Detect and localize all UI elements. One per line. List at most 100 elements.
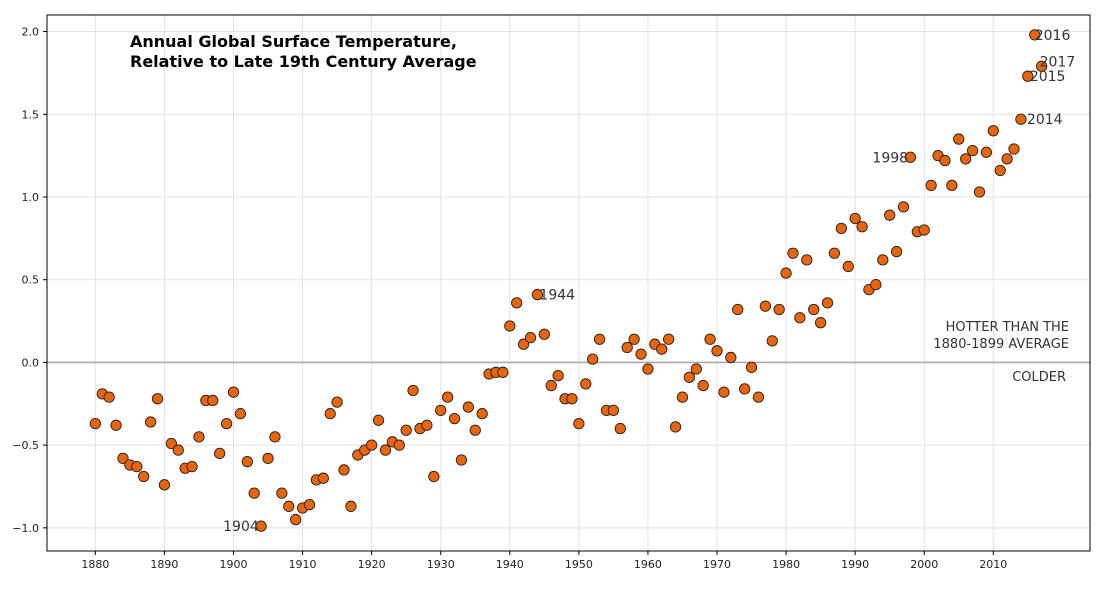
data-point	[441, 391, 454, 403]
data-point	[255, 520, 267, 532]
data-point	[338, 464, 350, 476]
data-point	[835, 222, 847, 235]
plot-frame	[46, 14, 1091, 552]
data-point	[690, 363, 702, 375]
data-point	[794, 312, 806, 324]
data-point	[877, 254, 889, 266]
data-point	[856, 221, 868, 233]
data-point	[138, 470, 150, 483]
data-point	[365, 439, 378, 451]
annotation-label: 1904	[223, 519, 259, 535]
data-point	[607, 404, 620, 417]
data-point	[683, 371, 696, 383]
y-tick-label: −0.5	[12, 439, 39, 452]
data-point	[870, 279, 882, 291]
hotter-note-line-2: 1880-1899 AVERAGE	[933, 337, 1069, 352]
data-point	[801, 254, 813, 266]
x-tick-label: 1920	[358, 558, 386, 571]
data-point	[808, 303, 820, 316]
data-point	[421, 419, 433, 431]
data-point	[220, 417, 233, 430]
data-points	[89, 29, 1048, 532]
annotation-label: 2016	[1035, 28, 1071, 44]
data-point	[953, 133, 965, 145]
data-point	[973, 186, 986, 198]
data-point	[849, 212, 861, 225]
data-point	[642, 363, 654, 375]
annotation-label: 1998	[872, 150, 908, 166]
data-point	[214, 447, 226, 460]
data-point	[1035, 60, 1048, 72]
data-point	[283, 500, 295, 512]
data-point	[151, 393, 164, 405]
data-point	[884, 209, 896, 221]
data-point	[663, 333, 675, 345]
data-point	[614, 422, 626, 435]
x-tick-label: 1940	[496, 558, 524, 571]
y-tick-label: 2.0	[22, 26, 40, 39]
year-annotations: 1904 1944 1998 2014 2015 2016 2017	[223, 28, 1075, 535]
y-tick-label: 0.5	[22, 274, 40, 287]
x-tick-label: 1910	[289, 558, 317, 571]
data-point	[552, 369, 564, 382]
data-point	[821, 297, 834, 309]
x-tick-label: 1960	[634, 558, 662, 571]
data-point	[131, 460, 143, 473]
data-point	[158, 479, 171, 491]
data-point	[766, 335, 778, 347]
data-point	[144, 416, 157, 428]
data-point	[331, 396, 343, 408]
data-point	[587, 353, 599, 365]
x-tick-label: 1880	[81, 558, 109, 571]
x-tick-label: 1950	[565, 558, 593, 571]
data-point	[290, 513, 302, 526]
data-point	[621, 341, 633, 354]
data-point	[345, 500, 357, 512]
annotation-label: 2015	[1030, 69, 1066, 85]
data-point	[269, 431, 281, 443]
data-point	[428, 470, 440, 483]
data-point	[227, 386, 240, 398]
data-point	[469, 424, 481, 436]
data-point	[400, 424, 412, 436]
data-point	[504, 320, 516, 332]
data-point	[918, 224, 930, 236]
data-point	[994, 164, 1006, 177]
data-point	[814, 317, 827, 329]
data-point	[676, 391, 689, 403]
data-point	[89, 417, 102, 430]
data-point	[711, 345, 723, 357]
data-point	[324, 408, 336, 420]
y-tick-label: 1.5	[22, 108, 40, 121]
y-tick-label: −1.0	[12, 522, 39, 535]
data-point	[697, 379, 709, 392]
data-point	[635, 348, 647, 360]
y-tick-label: 0.0	[22, 356, 40, 369]
data-point	[1015, 113, 1027, 125]
data-point	[172, 444, 184, 456]
data-point	[738, 383, 751, 395]
data-point	[186, 460, 198, 473]
data-point	[842, 260, 854, 273]
annotation-label: 2014	[1027, 112, 1063, 128]
annotation-label: 2017	[1040, 54, 1076, 70]
data-point	[207, 394, 219, 407]
data-point	[531, 288, 544, 301]
data-point	[193, 431, 205, 443]
data-point	[1001, 153, 1013, 165]
data-point	[725, 351, 737, 364]
data-point	[372, 414, 385, 426]
x-tick-label: 1900	[219, 558, 247, 571]
data-point	[718, 386, 730, 398]
data-point	[435, 404, 447, 417]
data-point	[103, 391, 115, 403]
chart-title-line-1: Annual Global Surface Temperature,	[130, 32, 457, 51]
data-point	[759, 300, 772, 312]
data-point	[580, 378, 592, 390]
data-point	[780, 267, 792, 279]
data-point	[393, 439, 405, 451]
y-axis-ticks: −1.0 −0.5 0.0 0.5 1.0 1.5 2.0	[12, 26, 47, 535]
annotation-label: 1944	[539, 288, 575, 304]
data-point	[511, 297, 523, 309]
hotter-note-line-1: HOTTER THAN THE	[946, 320, 1069, 335]
